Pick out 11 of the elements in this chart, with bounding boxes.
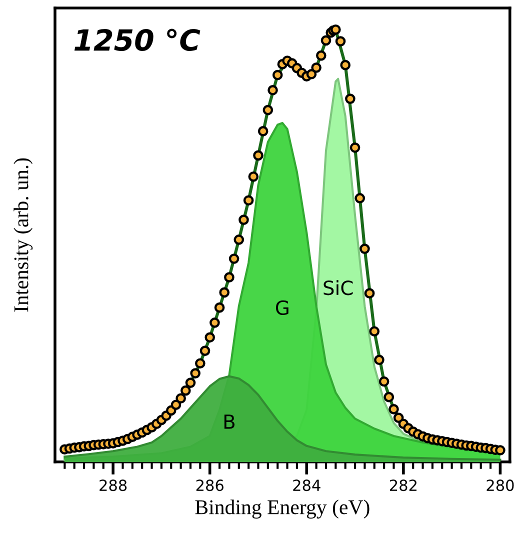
x-tick-label: 286 xyxy=(196,480,224,492)
x-axis-title: Binding Energy (eV) xyxy=(195,500,370,519)
series-label: B xyxy=(224,414,235,429)
x-tick-label: 280 xyxy=(486,480,514,492)
x-tick-label: 282 xyxy=(390,480,416,492)
x-tick-label: 284 xyxy=(293,480,320,492)
annotation: 1250 °C xyxy=(74,28,200,52)
x-tick-label: 288 xyxy=(100,480,127,492)
y-axis-title: Intensity (arb. un.) xyxy=(14,158,33,312)
series-label: G xyxy=(276,300,288,316)
series-label: SiC xyxy=(324,280,353,296)
